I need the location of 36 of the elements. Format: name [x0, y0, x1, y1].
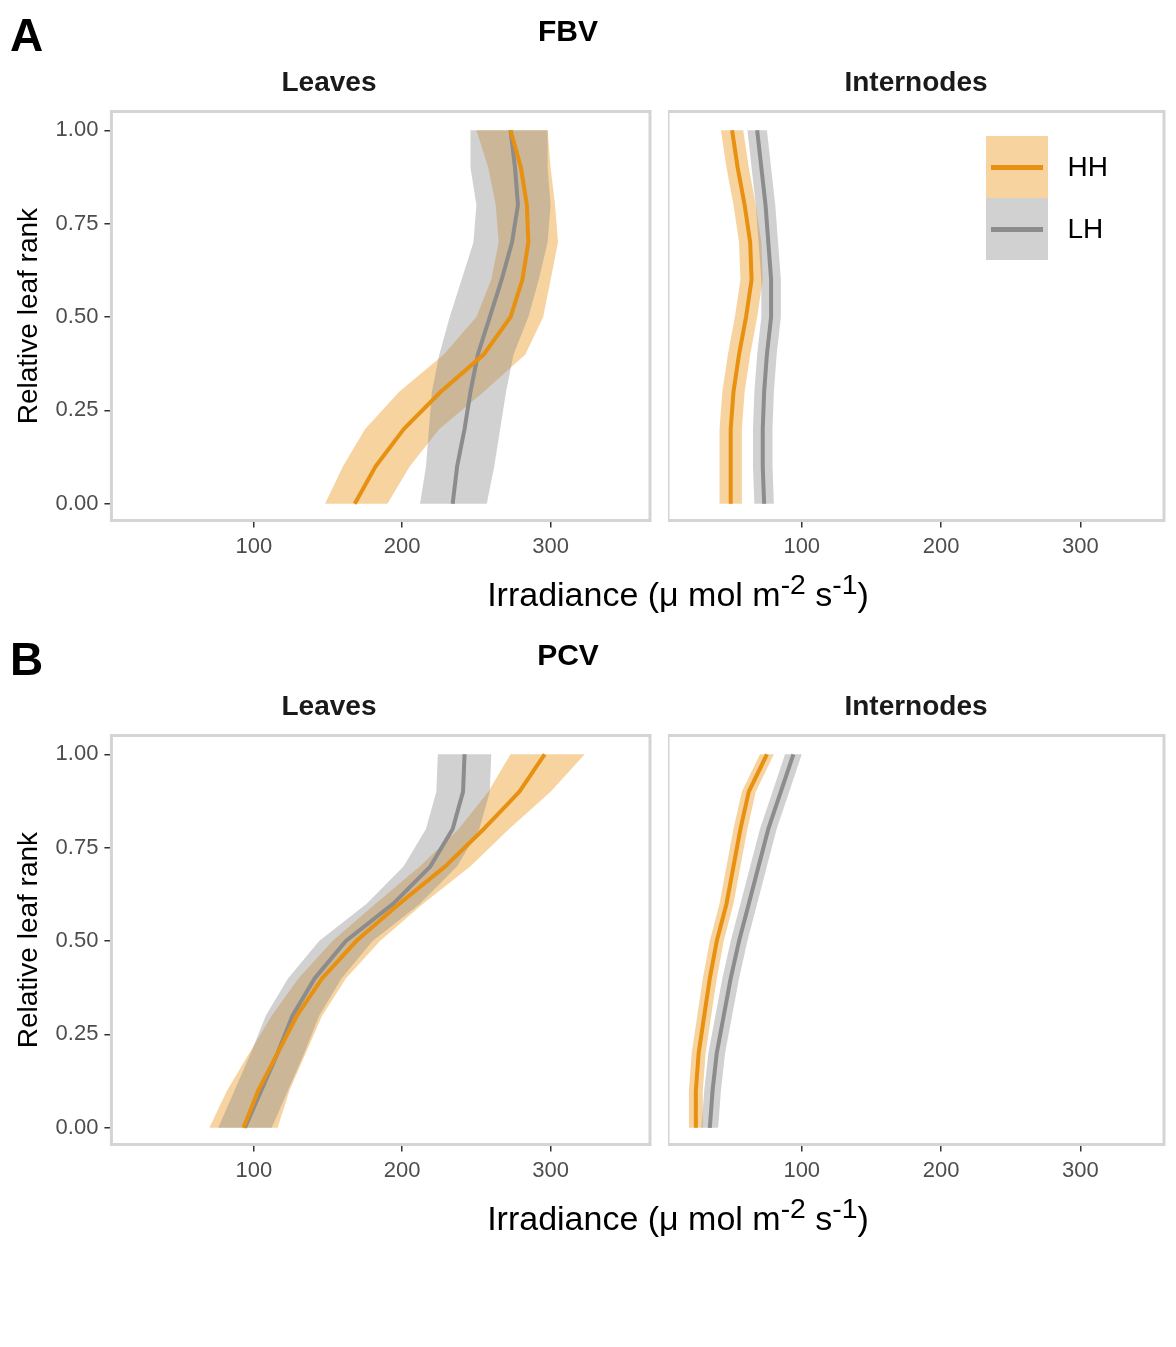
y-tick-label: 0.75	[55, 834, 99, 860]
x-tick-label: 200	[922, 532, 960, 558]
legend-label: HH	[1067, 151, 1108, 183]
chart-title: Leaves	[281, 65, 377, 97]
chart-title: Leaves	[281, 689, 377, 721]
chart-title: Internodes	[844, 65, 988, 97]
x-axis-title: Irradiance (μ mol m$^{-2}$ s$^{-1}$)	[486, 1192, 870, 1239]
text: A	[10, 8, 44, 62]
x-tick-label: 100	[235, 532, 273, 558]
x-tick-label: 300	[532, 1157, 569, 1183]
y-tick-label: 0.75	[55, 209, 99, 235]
x-tick-label: 100	[783, 532, 821, 558]
text: PCV	[537, 638, 599, 673]
text: FBV	[538, 14, 598, 48]
x-tick-label: 100	[783, 1157, 821, 1183]
y-tick-label: 0.25	[55, 396, 99, 422]
y-tick-label: 1.00	[55, 740, 99, 766]
chart-title: Internodes	[844, 689, 988, 721]
x-tick-label: 300	[1062, 532, 1099, 558]
x-axis-title: Irradiance (μ mol m$^{-2}$ s$^{-1}$)	[486, 568, 870, 615]
y-tick-label: 0.25	[55, 1020, 99, 1046]
text: B	[10, 632, 44, 687]
x-tick-label: 100	[235, 1157, 273, 1183]
y-tick-label: 0.50	[55, 303, 99, 329]
y-axis-title: Relative leaf rank	[11, 831, 43, 1049]
y-tick-label: 0.00	[55, 1114, 99, 1140]
y-tick-label: 1.00	[55, 116, 99, 142]
y-axis-title: Relative leaf rank	[11, 206, 43, 425]
x-tick-label: 200	[922, 1157, 960, 1183]
x-tick-label: 200	[383, 532, 421, 558]
legend-label: LH	[1067, 213, 1104, 245]
x-tick-label: 300	[532, 532, 569, 558]
y-tick-label: 0.50	[55, 927, 99, 953]
x-tick-label: 200	[383, 1157, 421, 1183]
y-tick-label: 0.00	[55, 489, 99, 515]
x-tick-label: 300	[1062, 1157, 1099, 1183]
